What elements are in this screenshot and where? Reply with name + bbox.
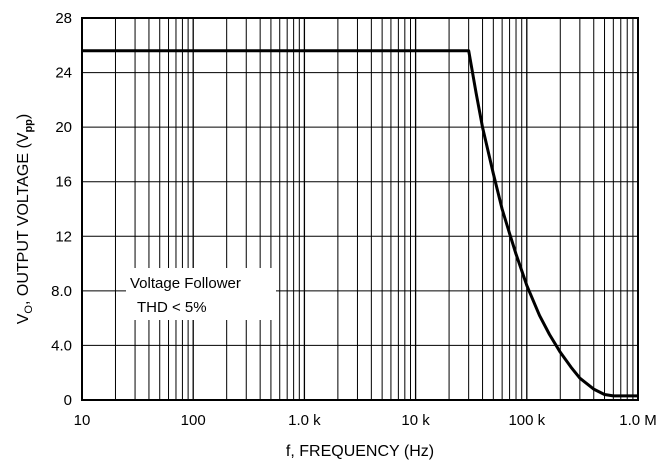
x-tick-label: 10 [74,412,91,429]
y-tick-label: 16 [55,174,72,191]
y-tick-label: 0 [64,392,72,409]
y-label-end: ) [15,114,32,119]
x-tick-label: 100 [181,412,206,429]
x-axis-label: f, FREQUENCY (Hz) [286,443,434,460]
annotation-line-2: THD < 5% [137,299,207,316]
y-tick-label: 12 [55,228,72,245]
y-label-sub-pp: pp [23,119,35,133]
y-tick-label: 24 [55,65,72,82]
x-tick-label: 100 k [508,412,545,429]
y-label-main: V [15,313,32,324]
grid [81,17,638,401]
x-tick-labels: 10 100 1.0 k 10 k 100 k 1.0 M [74,412,657,429]
plot-frame [81,17,639,401]
y-tick-label: 28 [55,10,72,27]
y-tick-label: 8.0 [51,283,72,300]
y-tick-labels: 0 4.0 8.0 12 16 20 24 28 [51,10,72,409]
x-tick-label: 1.0 k [288,412,321,429]
annotation-box: Voltage Follower THD < 5% [126,268,276,320]
y-label-sub-o: O [23,305,35,314]
series-line-0 [82,49,638,398]
y-label-mid: , OUTPUT VOLTAGE (V [15,132,32,305]
y-tick-label: 20 [55,119,72,136]
annotation-background [126,268,276,320]
series-layer [82,49,638,398]
annotation-line-1: Voltage Follower [130,275,241,292]
y-axis-label: VO, OUTPUT VOLTAGE (Vpp) [15,114,35,324]
x-tick-label: 1.0 M [619,412,657,429]
x-tick-label: 10 k [401,412,430,429]
y-tick-label: 4.0 [51,337,72,354]
